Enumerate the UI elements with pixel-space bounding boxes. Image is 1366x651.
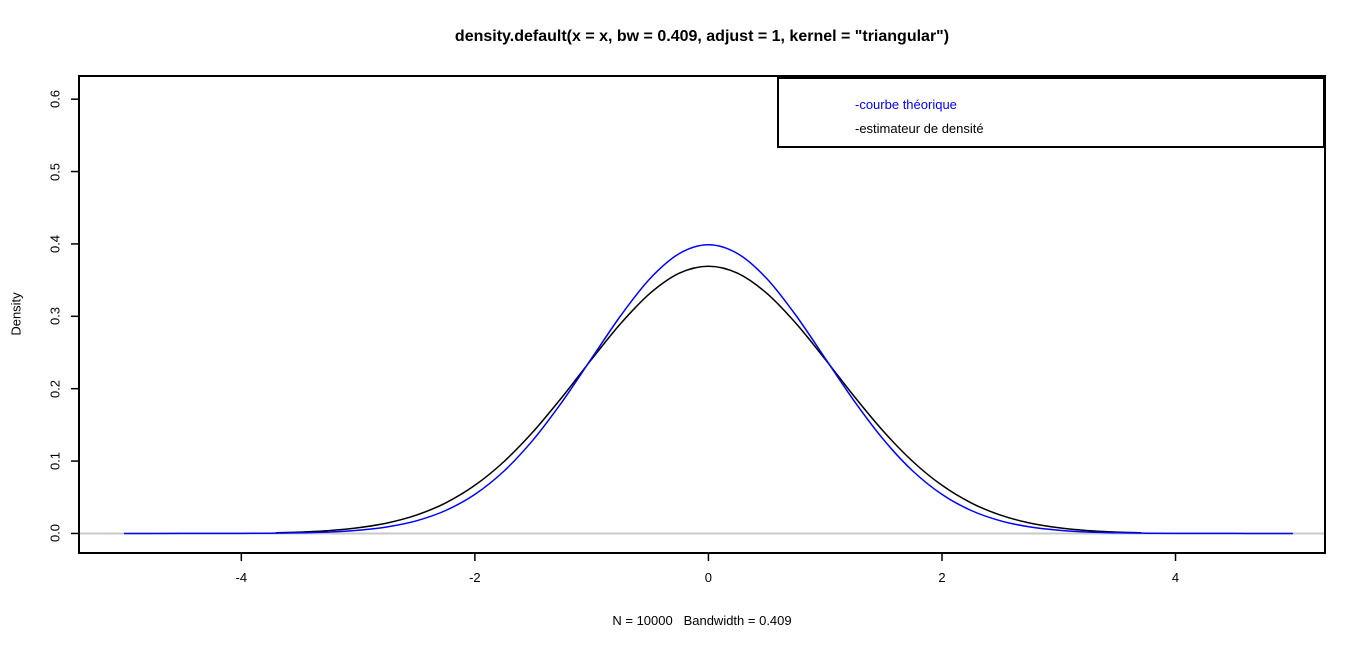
x-tick-label: 2 <box>938 570 946 585</box>
x-tick-label: 4 <box>1171 570 1180 585</box>
y-tick-label: 0.3 <box>47 307 63 326</box>
legend-box: -courbe théorique -estimateur de densité <box>777 77 1325 148</box>
x-tick-label: -4 <box>235 570 248 585</box>
y-tick-label: 0.5 <box>47 162 63 181</box>
legend-entry-estimator: -estimateur de densité <box>855 121 984 136</box>
curve-courbe-théorique <box>123 243 1294 535</box>
y-tick-label: 0.0 <box>47 524 63 543</box>
x-axis-title: N = 10000 Bandwidth = 0.409 <box>612 613 792 628</box>
y-tick-label: 0.2 <box>47 379 63 398</box>
plot-title: density.default(x = x, bw = 0.409, adjus… <box>454 28 950 45</box>
x-tick-label: -2 <box>469 570 481 585</box>
y-tick-label: 0.6 <box>47 90 63 109</box>
x-tick-label: 0 <box>704 570 713 585</box>
plot-border <box>78 75 1326 554</box>
curve-estimateur-de-densité <box>275 265 1142 534</box>
y-tick-label: 0.4 <box>47 234 63 253</box>
legend-entry-theoretical: -courbe théorique <box>855 97 957 112</box>
y-tick-label: 0.1 <box>47 452 63 471</box>
y-axis-title: Density <box>8 292 24 336</box>
